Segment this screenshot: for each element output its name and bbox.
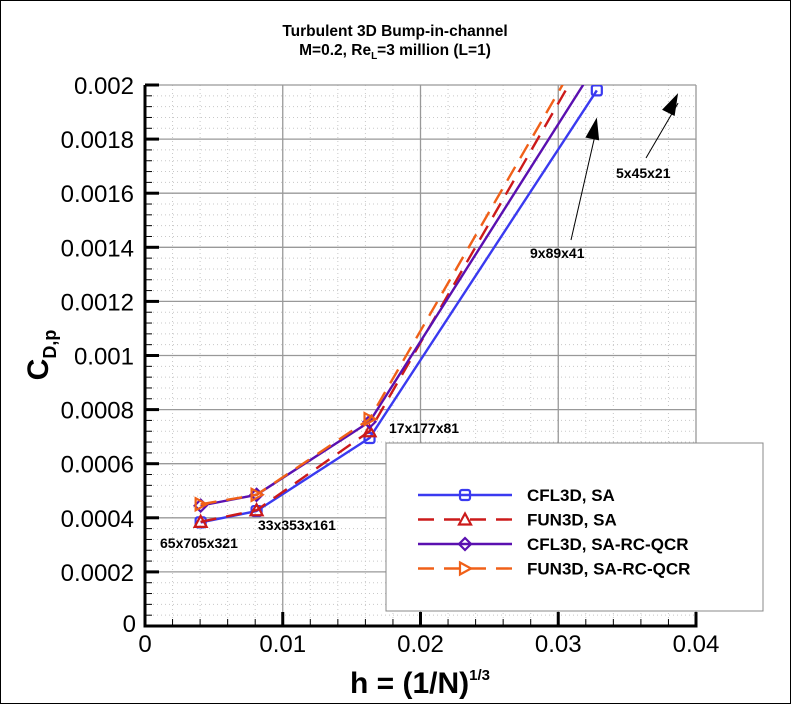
annotation-label: 9x89x41 <box>530 245 585 261</box>
y-tick-label: 0.002 <box>74 73 134 100</box>
y-tick-label: 0.0008 <box>61 398 134 425</box>
y-tick-label: 0.001 <box>74 344 134 371</box>
data-series <box>192 19 603 529</box>
x-tick-label: 0.01 <box>259 631 306 658</box>
series-fun3d-sa <box>192 30 603 528</box>
annotation-label: 17x177x81 <box>389 420 459 436</box>
data-point-marker <box>590 85 603 97</box>
x-tick-label: 0.04 <box>673 631 720 658</box>
y-tick-label: 0.0004 <box>61 506 134 533</box>
y-tick-label: 0.0014 <box>61 235 134 262</box>
annotation-arrow-head <box>585 117 600 141</box>
legend: CFL3D, SA FUN3D, SA CFL3D, SA-RC-QCR FUN3D,… <box>385 442 764 612</box>
chart-subtitle: M=0.2, ReL=3 million (L=1) <box>299 42 491 62</box>
annotation-label: 33x353x161 <box>258 517 336 533</box>
x-tick-label: 0 <box>138 631 151 658</box>
chart-title: Turbulent 3D Bump-in-channel <box>282 23 507 40</box>
data-point-marker <box>361 422 378 438</box>
legend-marker <box>458 488 472 502</box>
annotation-label: 5x45x21 <box>616 165 671 181</box>
series-line <box>200 85 571 524</box>
axes <box>143 83 698 628</box>
legend-marker <box>457 536 473 552</box>
y-tick-label: 0.0006 <box>61 452 134 479</box>
data-point-marker <box>363 411 378 427</box>
y-tick-label: 0.0016 <box>61 181 134 208</box>
x-axis-label: h = (1/N)1/3 <box>350 667 490 700</box>
annotation-arrow-head <box>662 93 679 116</box>
data-point-marker <box>363 431 376 445</box>
data-point-marker <box>194 496 209 513</box>
legend-label: FUN3D, SA-RC-QCR <box>527 560 690 579</box>
annotation-label: 65x705x321 <box>160 535 238 551</box>
annotations: 65x705x321 33x353x161 17x177x81 9x89x41 5x45… <box>160 93 679 551</box>
data-point-marker <box>591 30 603 41</box>
data-point-marker <box>591 57 603 69</box>
data-point-marker <box>250 486 265 503</box>
y-tick-label: 0.0002 <box>61 560 134 587</box>
y-tick-label: 0.0018 <box>61 127 134 154</box>
tick-labels: 0 0.0002 0.0004 0.0006 0.0008 0.001 0.0012 0.00… <box>61 73 720 658</box>
legend-marker <box>458 560 474 577</box>
legend-label: CFL3D, SA <box>527 486 615 505</box>
y-tick-label: 0 <box>123 611 136 638</box>
y-tick-label: 0.0012 <box>61 289 134 316</box>
legend-label: FUN3D, SA <box>527 511 617 530</box>
series-fun3d-sa-rc-qcr <box>194 19 603 513</box>
data-point-marker <box>248 501 265 517</box>
data-point-marker <box>192 513 209 528</box>
y-axis-label: CD,p <box>22 330 60 381</box>
legend-item: CFL3D, SA <box>418 486 615 505</box>
data-point-marker <box>592 19 603 31</box>
series-line <box>200 85 564 506</box>
x-tick-label: 0.03 <box>535 631 582 658</box>
legend-item: FUN3D, SA-RC-QCR <box>418 560 690 579</box>
x-tick-label: 0.02 <box>397 631 444 658</box>
legend-marker <box>457 511 473 526</box>
legend-label: CFL3D, SA-RC-QCR <box>527 535 689 554</box>
legend-item: CFL3D, SA-RC-QCR <box>418 535 689 554</box>
legend-box <box>385 442 764 612</box>
legend-item: FUN3D, SA <box>418 511 617 530</box>
annotation-arrow-line <box>570 127 598 241</box>
